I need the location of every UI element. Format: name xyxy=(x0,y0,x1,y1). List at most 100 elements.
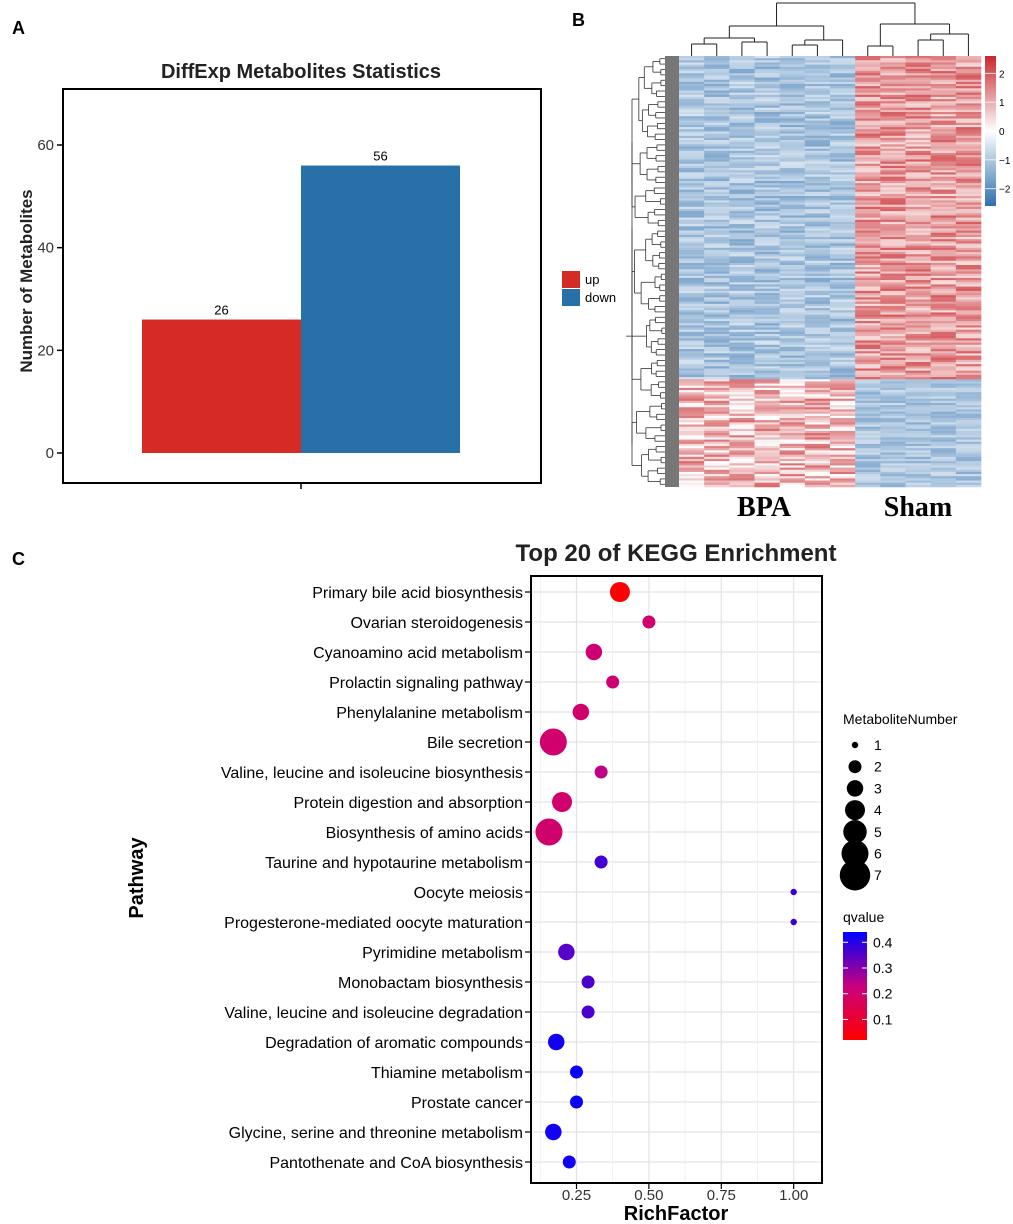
heatmap-cell xyxy=(905,234,931,238)
heatmap-cell xyxy=(880,165,906,169)
heatmap-cell xyxy=(804,146,831,149)
heatmap-cell xyxy=(955,196,982,199)
heatmap-cell xyxy=(704,342,730,346)
heatmap-cell xyxy=(704,140,730,143)
heatmap-cell xyxy=(729,189,755,193)
heatmap-cell xyxy=(779,280,806,283)
heatmap-cell xyxy=(729,366,755,369)
heatmap-cell xyxy=(779,109,806,113)
heatmap-cell xyxy=(905,437,931,440)
heatmap-cell xyxy=(955,258,982,262)
heatmap-cell xyxy=(754,90,780,93)
heatmap-cell xyxy=(804,448,831,451)
heatmap-cell xyxy=(880,137,906,141)
heatmap-cell xyxy=(955,312,982,315)
heatmap-cell xyxy=(679,368,705,371)
heatmap-cell xyxy=(754,316,780,320)
heatmap-cell xyxy=(880,90,906,93)
pathway-label: Pantothenate and CoA biosynthesis xyxy=(269,1155,523,1172)
heatmap-cell xyxy=(955,340,982,343)
heatmap-cell xyxy=(704,359,730,363)
heatmap-cell xyxy=(679,293,705,296)
heatmap-cell xyxy=(880,249,906,253)
heatmap-cell xyxy=(955,390,982,393)
heatmap-cell xyxy=(679,482,705,486)
heatmap-cell xyxy=(704,202,730,205)
heatmap-cell xyxy=(754,400,780,404)
heatmap-cell xyxy=(754,127,780,130)
heatmap-cell xyxy=(880,471,906,475)
heatmap-cell xyxy=(729,398,755,402)
heatmap-cell xyxy=(930,234,957,238)
heatmap-cell xyxy=(704,325,730,328)
heatmap-cell xyxy=(779,254,806,257)
heatmap-cell xyxy=(855,353,881,356)
heatmap-cell xyxy=(905,383,931,387)
heatmap-cell xyxy=(955,439,982,443)
heatmap-cell xyxy=(930,243,957,246)
heatmap-cell xyxy=(779,293,806,296)
heatmap-cell xyxy=(779,88,806,91)
heatmap-cell xyxy=(880,482,906,486)
heatmap-cell xyxy=(880,75,906,78)
y-tick-label: 20 xyxy=(37,342,54,359)
heatmap-cell xyxy=(930,461,957,464)
heatmap-cell xyxy=(754,142,780,145)
kegg-point xyxy=(606,675,620,689)
heatmap-cell xyxy=(804,209,831,212)
heatmap-cell xyxy=(754,484,780,488)
heatmap-cell xyxy=(704,131,730,134)
pathway-label: Ovarian steroidogenesis xyxy=(350,615,523,632)
heatmap-cell xyxy=(930,379,957,382)
heatmap-cell xyxy=(779,234,806,238)
heatmap-cell xyxy=(729,249,755,253)
heatmap-cell xyxy=(905,146,931,149)
heatmap-cell xyxy=(804,420,831,423)
heatmap-cell xyxy=(855,163,881,167)
heatmap-cell xyxy=(855,321,881,324)
heatmap-cell xyxy=(679,435,705,438)
heatmap-cell xyxy=(704,333,730,337)
heatmap-cell xyxy=(804,381,831,384)
heatmap-cell xyxy=(779,267,806,270)
heatmap-cell xyxy=(804,338,831,341)
heatmap-cell xyxy=(930,428,957,432)
heatmap-cell xyxy=(955,452,982,455)
heatmap-cell xyxy=(880,237,906,240)
kegg-plot-background xyxy=(531,576,822,1183)
heatmap-cell xyxy=(880,271,906,274)
heatmap-cell xyxy=(704,422,730,425)
heatmap-cell xyxy=(704,299,730,302)
heatmap-cell xyxy=(704,86,730,89)
heatmap-cell xyxy=(754,170,780,173)
heatmap-cell xyxy=(804,265,831,268)
heatmap-cell xyxy=(830,68,856,72)
heatmap-cell xyxy=(955,471,982,475)
heatmap-cell xyxy=(955,193,982,197)
heatmap-cell xyxy=(930,308,957,311)
heatmap-cell xyxy=(830,446,856,449)
kegg-plot-frame xyxy=(530,575,823,1184)
heatmap-cell xyxy=(930,116,957,119)
heatmap-cell xyxy=(679,366,705,369)
heatmap-cell xyxy=(930,340,957,343)
heatmap-cell xyxy=(804,273,831,277)
heatmap-cell xyxy=(779,219,806,223)
heatmap-cell xyxy=(804,353,831,356)
heatmap-cell xyxy=(905,422,931,425)
heatmap-cell xyxy=(779,155,806,158)
heatmap-cell xyxy=(880,379,906,382)
heatmap-cell xyxy=(880,430,906,434)
heatmap-cell xyxy=(704,150,730,154)
heatmap-cell xyxy=(704,454,730,458)
heatmap-cell xyxy=(804,221,831,225)
heatmap-cell xyxy=(955,415,982,419)
heatmap-cell xyxy=(855,75,881,78)
heatmap-cell xyxy=(804,137,831,141)
heatmap-cell xyxy=(729,183,755,186)
heatmap-cell xyxy=(704,88,730,91)
heatmap-cell xyxy=(855,297,881,300)
heatmap-cell xyxy=(905,101,931,104)
heatmap-cell xyxy=(804,465,831,468)
